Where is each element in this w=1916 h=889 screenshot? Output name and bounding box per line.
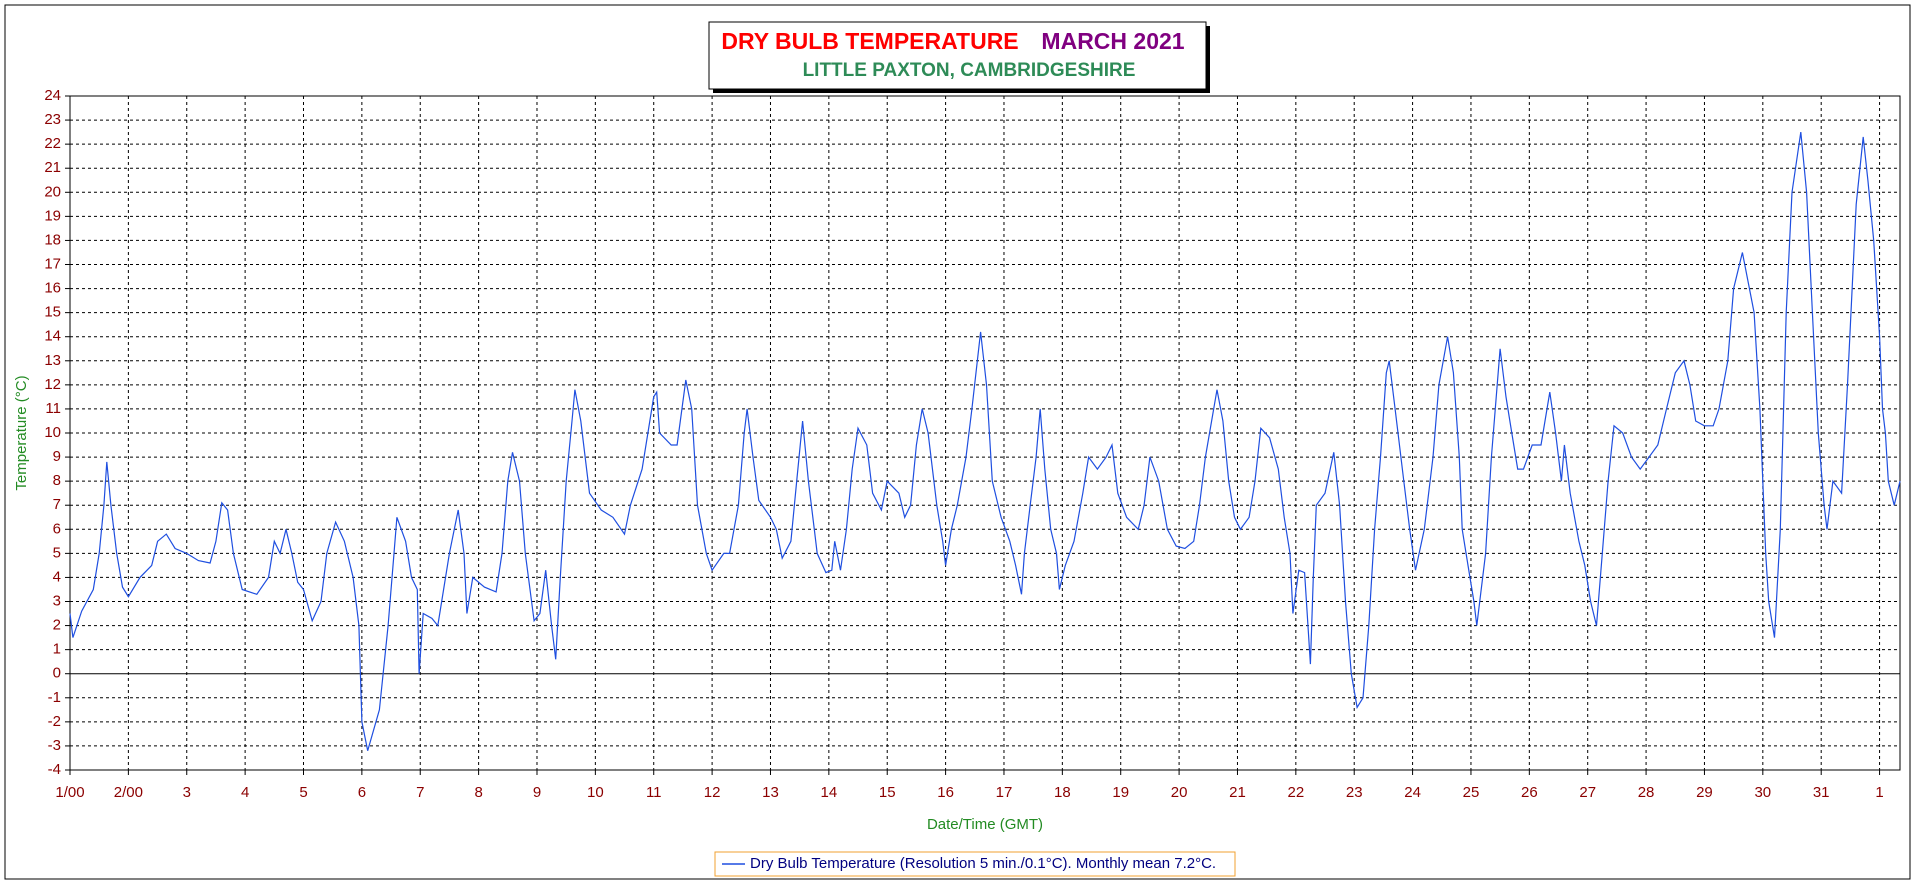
y-tick-label: 0 [53, 665, 61, 682]
x-tick-label: 9 [533, 784, 541, 801]
x-tick-label: 28 [1638, 784, 1655, 801]
y-tick-label: -3 [48, 737, 61, 754]
y-axis-label: Temperature (°C) [13, 375, 30, 490]
x-tick-label: 8 [474, 784, 482, 801]
y-tick-label: 6 [53, 520, 61, 537]
y-tick-label: -1 [48, 689, 61, 706]
x-tick-label: 23 [1346, 784, 1363, 801]
x-tick-label: 19 [1112, 784, 1129, 801]
x-tick-label: 17 [996, 784, 1013, 801]
y-tick-label: 16 [44, 280, 61, 297]
x-tick-label: 3 [183, 784, 191, 801]
y-tick-label: 12 [44, 376, 61, 393]
y-tick-label: 10 [44, 424, 61, 441]
y-tick-label: 1 [53, 641, 61, 658]
x-tick-label: 15 [879, 784, 896, 801]
x-axis-label: Date/Time (GMT) [927, 816, 1043, 833]
x-tick-label: 18 [1054, 784, 1071, 801]
y-tick-label: 18 [44, 231, 61, 248]
y-tick-label: 4 [53, 568, 61, 585]
x-tick-label: 24 [1404, 784, 1421, 801]
x-tick-label: 26 [1521, 784, 1538, 801]
y-tick-label: 2 [53, 617, 61, 634]
y-tick-label: 21 [44, 159, 61, 176]
y-tick-label: 19 [44, 207, 61, 224]
y-tick-label: 20 [44, 183, 61, 200]
legend-label: Dry Bulb Temperature (Resolution 5 min./… [750, 855, 1216, 872]
x-tick-label: 12 [704, 784, 721, 801]
x-tick-label: 22 [1287, 784, 1304, 801]
y-tick-label: -2 [48, 713, 61, 730]
x-tick-label: 1/00 [55, 784, 84, 801]
y-tick-label: 15 [44, 304, 61, 321]
x-tick-label: 2/00 [114, 784, 143, 801]
x-tick-label: 4 [241, 784, 249, 801]
y-tick-label: 9 [53, 448, 61, 465]
x-tick-label: 29 [1696, 784, 1713, 801]
y-tick-label: 11 [45, 400, 61, 417]
y-tick-label: 24 [44, 87, 61, 104]
x-tick-label: 11 [646, 784, 662, 801]
chart-title: DRY BULB TEMPERATURE [721, 28, 1018, 54]
x-tick-label: 10 [587, 784, 604, 801]
x-tick-label: 14 [821, 784, 838, 801]
y-tick-label: 7 [53, 496, 61, 513]
y-tick-label: 23 [44, 111, 61, 128]
x-tick-label: 5 [299, 784, 307, 801]
x-tick-label: 7 [416, 784, 424, 801]
y-tick-label: -4 [48, 761, 61, 778]
title-box [708, 21, 1207, 90]
x-tick-label: 6 [358, 784, 366, 801]
y-tick-label: 5 [53, 544, 61, 561]
x-tick-label: 25 [1463, 784, 1480, 801]
x-tick-label: 16 [937, 784, 954, 801]
x-tick-label: 30 [1754, 784, 1771, 801]
data-line [69, 132, 1901, 751]
y-tick-label: 22 [44, 135, 61, 152]
y-tick-label: 17 [44, 255, 61, 272]
x-tick-label: 21 [1229, 784, 1246, 801]
legend [714, 851, 1236, 877]
y-tick-label: 14 [44, 328, 61, 345]
x-tick-label: 13 [762, 784, 779, 801]
x-tick-label: 20 [1171, 784, 1188, 801]
y-tick-label: 8 [53, 472, 61, 489]
y-tick-label: 13 [44, 352, 61, 369]
chart-title-period: MARCH 2021 [1041, 28, 1184, 54]
chart-subtitle: LITTLE PAXTON, CAMBRIDGESHIRE [803, 60, 1136, 81]
x-tick-label: 27 [1579, 784, 1596, 801]
x-tick-label: 1 [1875, 784, 1883, 801]
y-tick-label: 3 [53, 592, 61, 609]
x-tick-label: 31 [1813, 784, 1830, 801]
